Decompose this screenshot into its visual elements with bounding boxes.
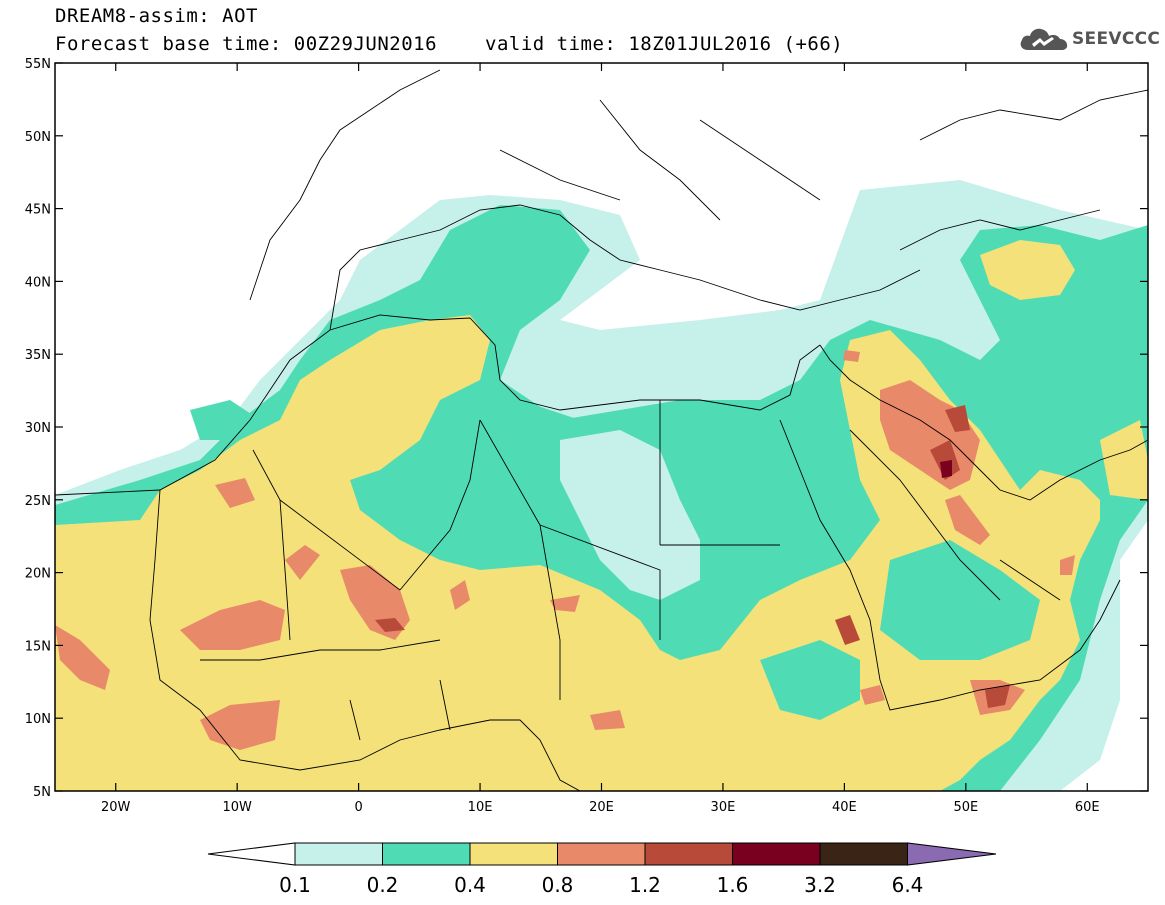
lon-label: 10E: [468, 800, 493, 815]
colorbar-swatch: [732, 842, 821, 866]
colorbar-swatch: [819, 842, 908, 866]
colorbar-label: 0.8: [542, 873, 574, 897]
lat-label: 50N: [25, 130, 51, 145]
lon-label: 20E: [589, 800, 614, 815]
seevccc-logo: SEEVCCC: [1018, 26, 1160, 52]
lat-label: 35N: [25, 348, 51, 363]
lat-label: 40N: [25, 275, 51, 290]
logo-text: SEEVCCC: [1072, 29, 1161, 49]
map-title: DREAM8-assim: AOT: [55, 5, 258, 27]
colorbar-swatch: [294, 842, 383, 866]
lon-label: 40E: [832, 800, 857, 815]
lon-label: 30E: [711, 800, 736, 815]
lon-label: 0: [354, 800, 362, 815]
lat-label: 20N: [25, 567, 51, 582]
longitude-axis: 20W 10W 0 10E 20E 30E 40E 50E 60E: [101, 63, 1100, 815]
colorbar-label: 0.1: [279, 873, 311, 897]
colorbar-swatch: [382, 842, 471, 866]
aot-contours: [55, 180, 1148, 791]
lon-label: 60E: [1075, 800, 1100, 815]
colorbar-label: 3.2: [804, 873, 836, 897]
colorbar: 0.1 0.2 0.4 0.8 1.2 1.6 3.2 6.4: [207, 842, 997, 897]
colorbar-swatch: [557, 842, 646, 866]
lat-label: 55N: [25, 57, 51, 72]
base-time: Forecast base time: 00Z29JUN2016: [55, 33, 438, 55]
latitude-axis: 55N 50N 45N 40N 35N 30N 25N 20N 15N 10N 5N: [25, 57, 1148, 800]
colorbar-label: 1.2: [629, 873, 661, 897]
lat-label: 10N: [25, 712, 51, 727]
colorbar-label: 0.2: [367, 873, 399, 897]
coastlines: [55, 69, 1148, 791]
colorbar-high-arrow: [907, 842, 997, 866]
lon-label: 10W: [222, 800, 252, 815]
lon-label: 20W: [101, 800, 131, 815]
valid-time: valid time: 18Z01JUL2016 (+66): [485, 33, 844, 55]
colorbar-label: 0.4: [454, 873, 486, 897]
colorbar-label: 6.4: [892, 873, 924, 897]
colorbar-label: 1.6: [717, 873, 749, 897]
colorbar-low-arrow: [207, 842, 296, 866]
map-times: Forecast base time: 00Z29JUN2016 valid ti…: [55, 34, 843, 54]
cloud-icon: [1020, 28, 1068, 50]
lat-label: 5N: [33, 785, 51, 800]
lat-label: 15N: [25, 639, 51, 654]
lat-label: 30N: [25, 421, 51, 436]
colorbar-swatch: [469, 842, 558, 866]
lat-label: 25N: [25, 494, 51, 509]
lat-label: 45N: [25, 203, 51, 218]
lon-label: 50E: [953, 800, 978, 815]
colorbar-swatch: [644, 842, 733, 866]
